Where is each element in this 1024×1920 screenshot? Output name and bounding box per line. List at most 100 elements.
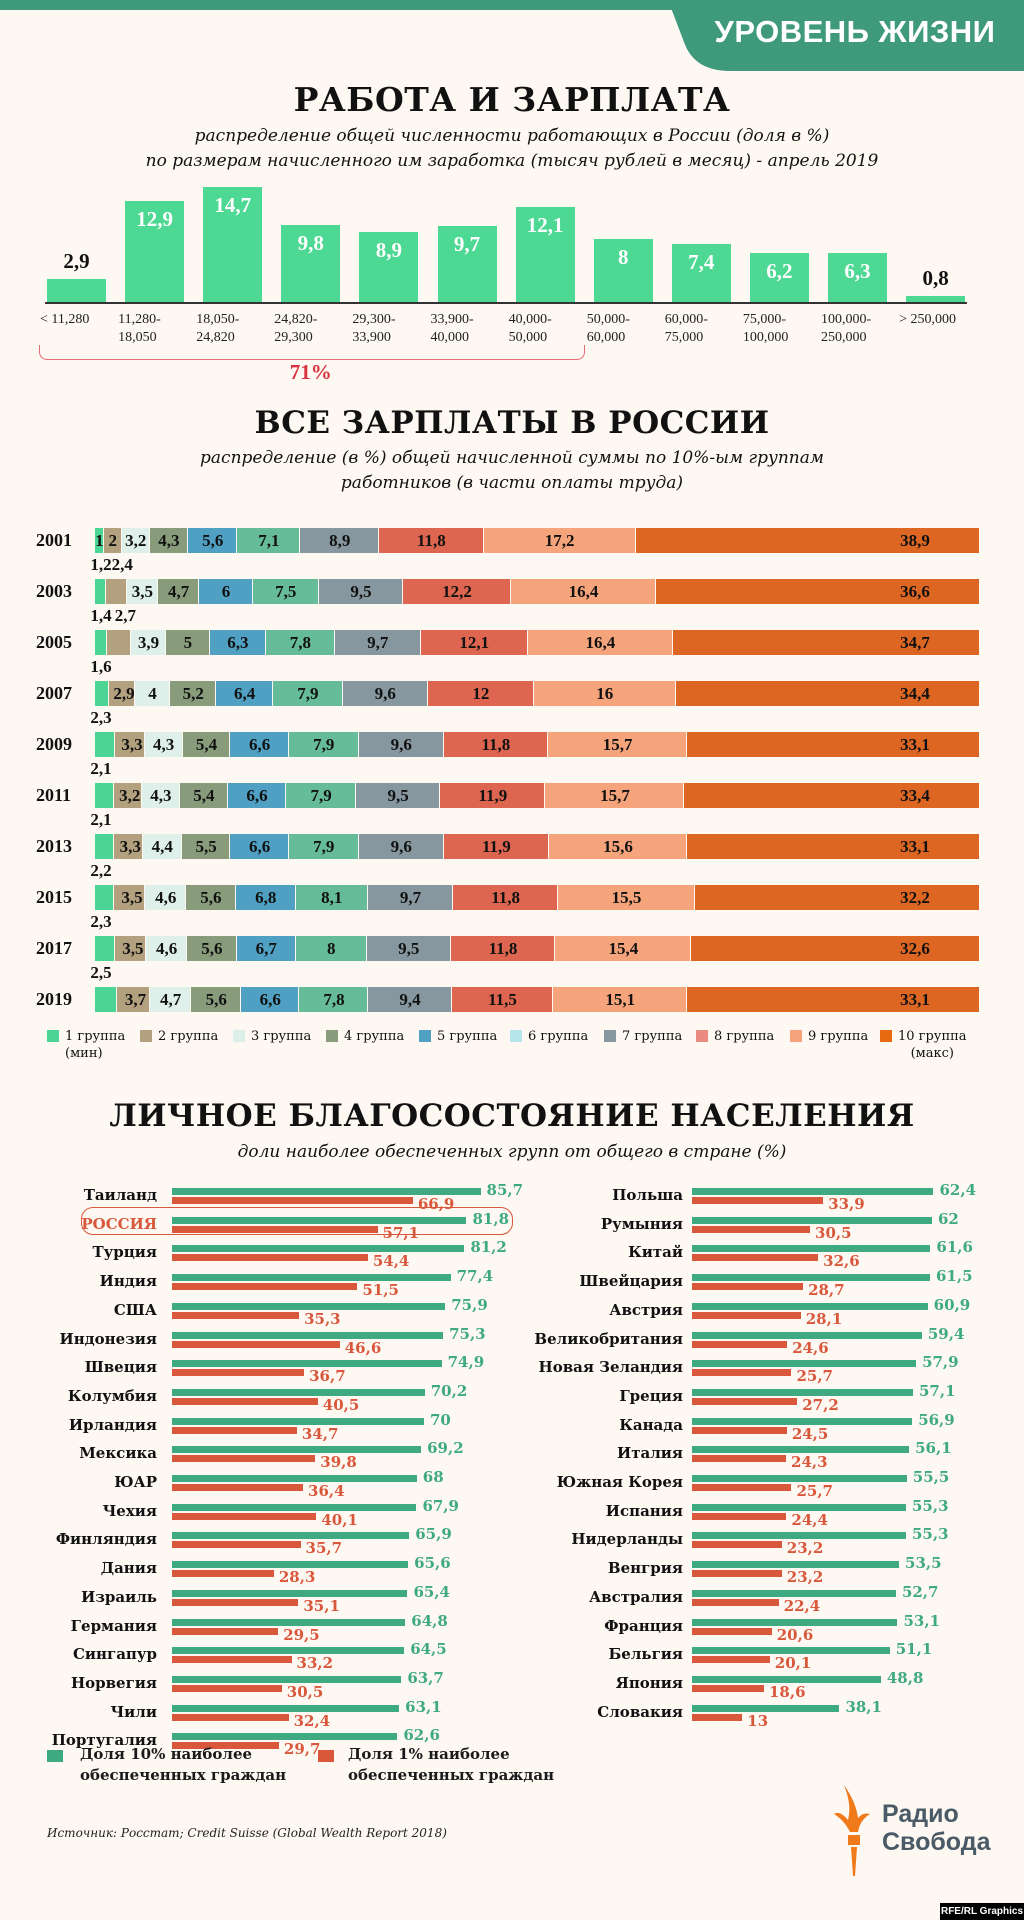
bar-segment bbox=[115, 732, 144, 757]
value-label-top1: 36,4 bbox=[308, 1482, 345, 1500]
country-label: Индия bbox=[99, 1272, 157, 1291]
country-label: Новая Зеландия bbox=[538, 1358, 683, 1377]
country-label: Ирландия bbox=[68, 1415, 157, 1434]
segment-value-label: 9,7 bbox=[399, 888, 422, 907]
segment-value-label: 2,1 bbox=[90, 810, 112, 829]
bar-segment bbox=[402, 579, 510, 604]
country-label: Колумбия bbox=[67, 1386, 157, 1405]
legend-swatch bbox=[419, 1030, 431, 1042]
country-label: Франция bbox=[604, 1616, 683, 1635]
segment-value-label: 1,2 bbox=[90, 555, 112, 574]
bar-segment bbox=[318, 579, 402, 604]
category-label: 24,820- 29,300 bbox=[274, 312, 318, 345]
segment-value-label: 7,8 bbox=[289, 633, 311, 652]
year-label: 2011 bbox=[36, 785, 72, 805]
segment-value-label: 7,1 bbox=[258, 531, 280, 550]
segment-value-label: 7,9 bbox=[313, 735, 335, 754]
segment-value-label: 15,4 bbox=[608, 939, 639, 958]
bar-top10 bbox=[692, 1245, 931, 1253]
bar-top10 bbox=[172, 1245, 465, 1253]
bar-top1 bbox=[172, 1742, 279, 1750]
value-label-top10: 62,4 bbox=[939, 1181, 977, 1199]
segment-value-label: 4,3 bbox=[158, 531, 180, 550]
chart1-subtitle-line2: по размерам начисленного им заработка (т… bbox=[145, 151, 879, 171]
value-label-top10: 68 bbox=[422, 1468, 444, 1486]
country-label: Израиль bbox=[81, 1587, 157, 1606]
bar-segment bbox=[427, 681, 533, 706]
segment-value-label: 5,4 bbox=[195, 735, 218, 754]
value-label-top1: 23,2 bbox=[786, 1568, 824, 1587]
country-label: Польша bbox=[612, 1186, 683, 1204]
segment-value-label: 16,4 bbox=[585, 633, 616, 652]
value-label-top1: 28,7 bbox=[808, 1281, 845, 1300]
bar-segment bbox=[656, 579, 979, 604]
bar-top10 bbox=[172, 1503, 417, 1511]
value-label-top1: 33,2 bbox=[296, 1654, 334, 1673]
category-label: 18,050- 24,820 bbox=[196, 312, 240, 345]
year-label: 2013 bbox=[36, 836, 72, 856]
bar bbox=[281, 225, 341, 302]
value-label-top1: 29,7 bbox=[283, 1740, 321, 1759]
country-label: Австралия bbox=[588, 1587, 683, 1606]
bar bbox=[437, 225, 497, 302]
annotation-label: 71% bbox=[289, 360, 332, 384]
value-label-top1: 51,5 bbox=[362, 1281, 399, 1300]
bar-top10 bbox=[692, 1532, 906, 1540]
bar bbox=[749, 253, 809, 302]
value-label-top1: 66,9 bbox=[417, 1195, 455, 1213]
segment-value-label: 5,6 bbox=[202, 531, 224, 550]
year-label: 2017 bbox=[36, 938, 72, 958]
bar-segment bbox=[179, 783, 227, 808]
segment-value-label: 34,4 bbox=[900, 684, 930, 703]
segment-value-label: 11,8 bbox=[491, 888, 521, 907]
bar-segment bbox=[557, 885, 695, 910]
legend-label: 4 группа bbox=[344, 1029, 405, 1044]
legend-swatch bbox=[233, 1030, 245, 1042]
chart2-title: ВСЕ ЗАРПЛАТЫ В РОССИИ bbox=[254, 405, 770, 441]
value-label-top10: 48,8 bbox=[886, 1668, 924, 1687]
value-label-top10: 74,9 bbox=[447, 1353, 485, 1372]
bar-segment bbox=[548, 732, 687, 757]
bar-top1 bbox=[172, 1541, 301, 1549]
bar-segment bbox=[342, 681, 427, 706]
bar-top10 bbox=[172, 1589, 408, 1597]
segment-value-label: 3,2 bbox=[119, 786, 141, 805]
bar-top1 bbox=[692, 1512, 787, 1520]
bar-segment bbox=[187, 528, 237, 553]
bar-top1 bbox=[172, 1283, 358, 1291]
legend-swatch bbox=[140, 1030, 152, 1042]
bar-top10 bbox=[692, 1188, 934, 1195]
bar-top1 bbox=[172, 1197, 413, 1204]
country-label: Индонезия bbox=[59, 1329, 157, 1348]
segment-value-label: 3,2 bbox=[125, 531, 147, 550]
country-label: Бельгия bbox=[608, 1645, 683, 1664]
value-label-top10: 70,2 bbox=[430, 1381, 468, 1400]
value-label-top10: 53,1 bbox=[903, 1611, 941, 1630]
segment-value-label: 12,2 bbox=[442, 582, 472, 601]
bar-top1 bbox=[172, 1340, 340, 1348]
value-label-top1: 57,1 bbox=[382, 1223, 420, 1242]
value-label-top10: 85,7 bbox=[486, 1181, 524, 1199]
bar-segment bbox=[675, 681, 979, 706]
bar-top10 bbox=[172, 1216, 467, 1224]
bar-top1 bbox=[692, 1570, 782, 1578]
bar-segment bbox=[367, 885, 453, 910]
category-label: 29,300- 33,900 bbox=[352, 312, 396, 345]
value-label-top1: 20,1 bbox=[774, 1654, 812, 1673]
bar-value-label: 7,4 bbox=[688, 249, 715, 274]
bar-segment bbox=[126, 579, 157, 604]
bar-segment bbox=[142, 834, 181, 859]
bar-segment bbox=[358, 834, 443, 859]
value-label-top10: 69,2 bbox=[427, 1439, 464, 1458]
bar-segment bbox=[103, 528, 121, 553]
bar-top1 bbox=[172, 1656, 292, 1664]
bar-value-label: 0,8 bbox=[922, 265, 949, 290]
bar bbox=[515, 207, 575, 302]
bar-top10 bbox=[692, 1589, 896, 1597]
value-label-top1: 40,1 bbox=[321, 1510, 358, 1529]
bar-segment bbox=[241, 987, 299, 1012]
segment-value-label: 2,4 bbox=[111, 555, 133, 574]
legend-label: 7 группа bbox=[622, 1029, 683, 1044]
bar-segment bbox=[236, 936, 295, 961]
country-label: Сингапур bbox=[72, 1645, 157, 1664]
